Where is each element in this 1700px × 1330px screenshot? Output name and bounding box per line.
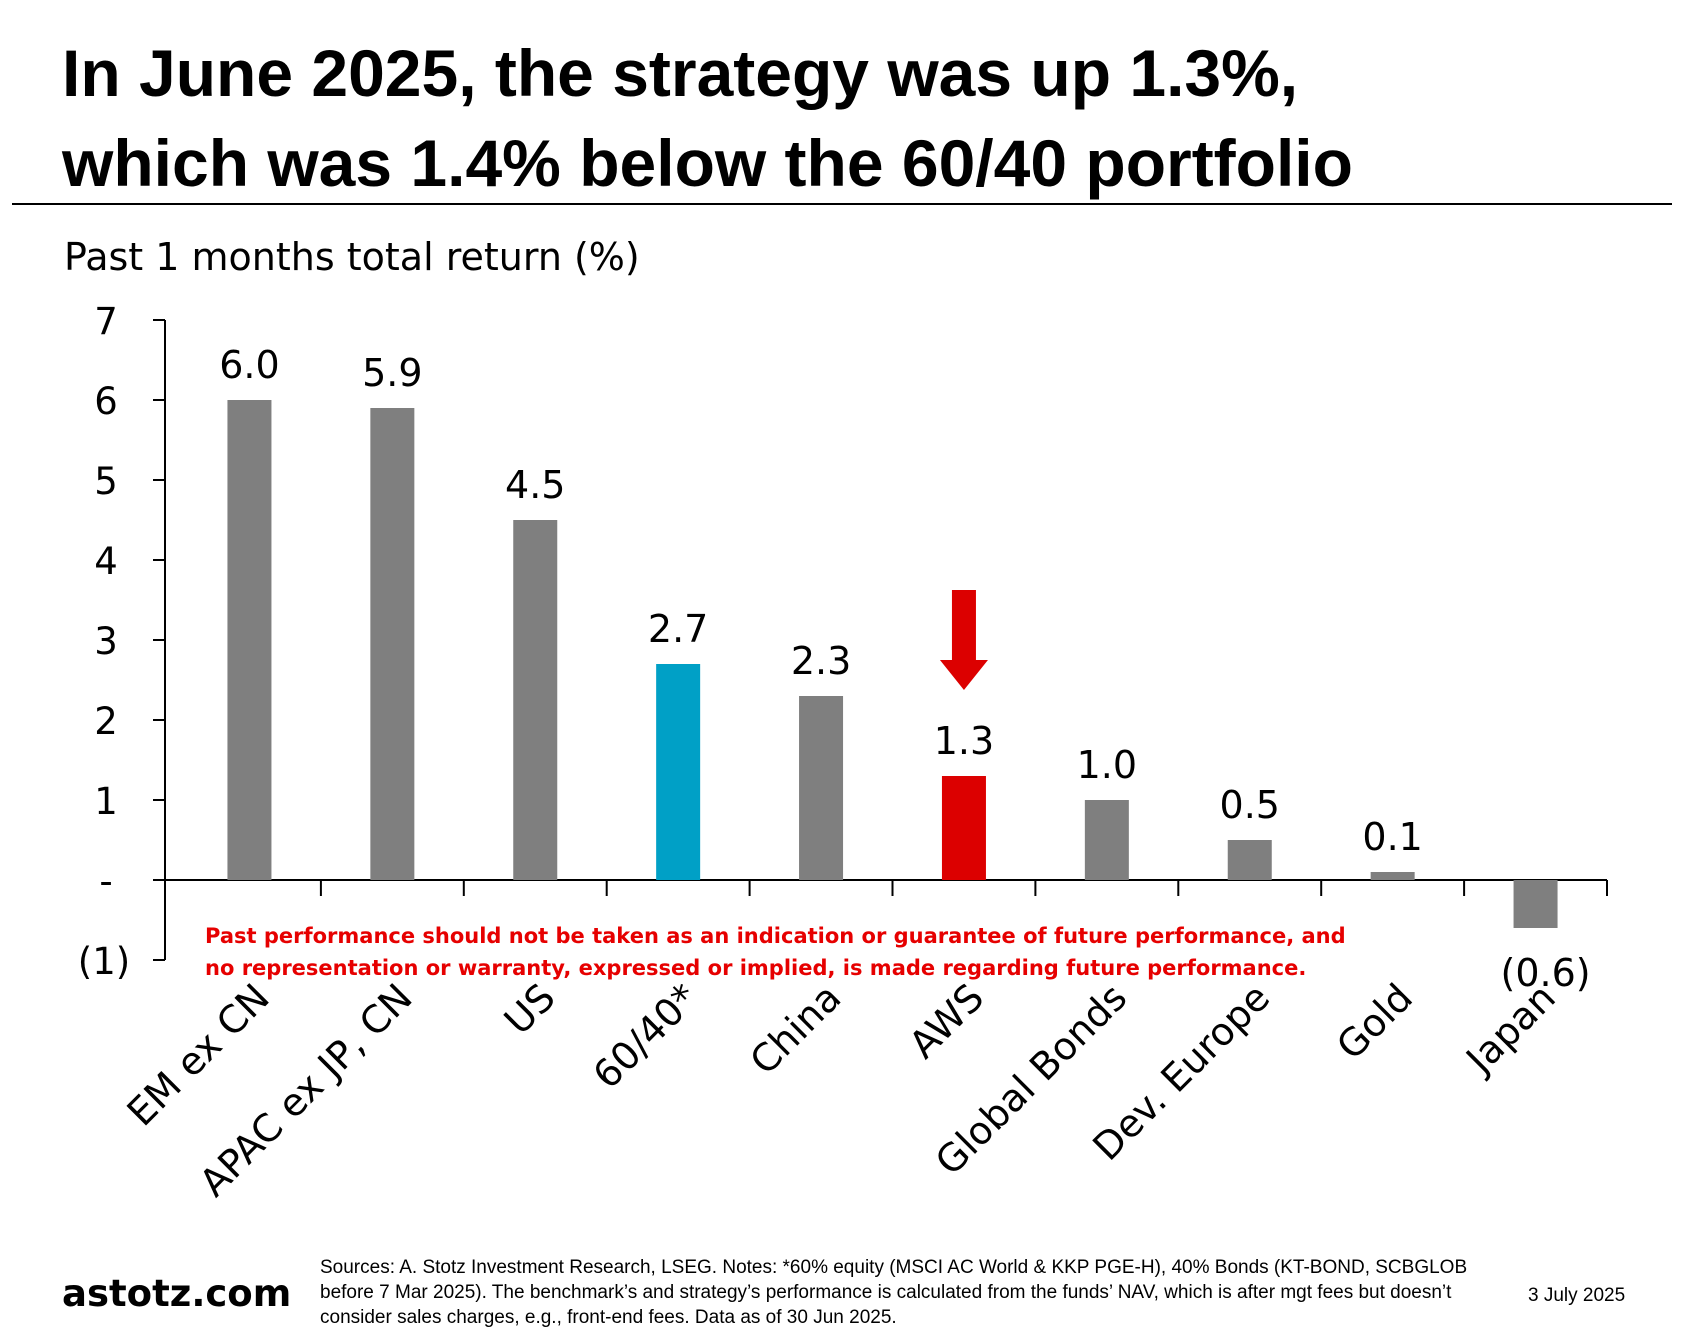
- y-tick-label: 2: [94, 700, 118, 743]
- data-label: 1.3: [934, 719, 994, 763]
- bar-global-bonds: [1084, 800, 1129, 880]
- bar-us: [513, 520, 558, 880]
- report-date: 3 July 2025: [1528, 1285, 1626, 1306]
- bar-gold: [1370, 872, 1415, 880]
- page-title: In June 2025, the strategy was up 1.3%, …: [62, 28, 1662, 208]
- brand-logo[interactable]: astotz.com: [62, 1272, 292, 1315]
- disclaimer-text: Past performance should not be taken as …: [205, 924, 1346, 980]
- y-tick-label: -: [99, 860, 112, 903]
- data-label: 0.5: [1220, 783, 1280, 827]
- bar-china: [799, 696, 844, 880]
- title-line-1: In June 2025, the strategy was up 1.3%,: [62, 36, 1299, 110]
- category-label: AWS: [901, 975, 993, 1067]
- data-label: 5.9: [362, 351, 422, 395]
- y-tick-label: 6: [94, 380, 118, 423]
- y-tick-label: 7: [94, 300, 118, 343]
- bar-japan: [1513, 880, 1558, 928]
- y-tick-label: 3: [94, 620, 118, 663]
- title-divider: [12, 203, 1672, 205]
- down-arrow-icon: [939, 590, 988, 690]
- chart-title: Past 1 months total return (%): [64, 235, 640, 279]
- data-label: 2.3: [791, 639, 851, 683]
- title-line-2: which was 1.4% below the 60/40 portfolio: [62, 126, 1353, 200]
- data-label: 4.5: [505, 463, 565, 507]
- bar-em-ex-cn: [227, 400, 272, 880]
- data-label: (0.6): [1501, 951, 1591, 995]
- sources-note: Sources: A. Stotz Investment Research, L…: [320, 1257, 1468, 1328]
- category-label: US: [496, 975, 564, 1043]
- bar-60-40-: [656, 664, 701, 880]
- y-tick-label: (1): [78, 940, 130, 983]
- data-label: 0.1: [1362, 815, 1422, 859]
- bar-apac-ex-jp-cn: [370, 408, 415, 880]
- y-tick-label: 4: [94, 540, 118, 583]
- y-tick-label: 1: [94, 780, 118, 823]
- bar-dev-europe: [1227, 840, 1272, 880]
- category-label: China: [742, 975, 850, 1083]
- data-label: 2.7: [648, 607, 708, 651]
- y-tick-label: 5: [94, 460, 118, 503]
- data-label: 6.0: [219, 343, 279, 387]
- category-label: Gold: [1328, 975, 1421, 1068]
- category-label: 60/40*: [585, 975, 707, 1097]
- bar-aws: [941, 776, 986, 880]
- data-label: 1.0: [1077, 743, 1137, 787]
